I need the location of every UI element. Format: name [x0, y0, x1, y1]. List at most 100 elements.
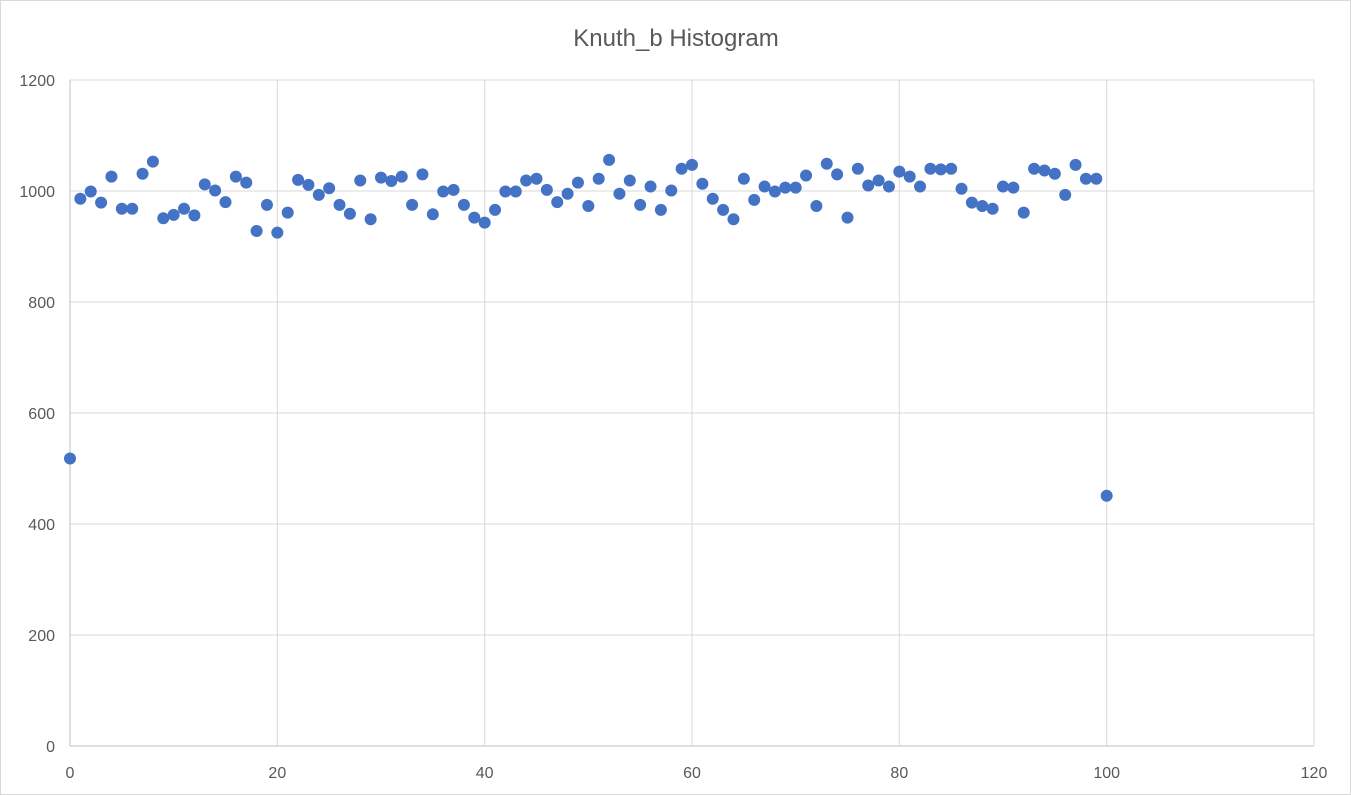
data-point — [717, 203, 730, 216]
data-point — [219, 196, 232, 209]
data-point — [665, 184, 678, 197]
data-point — [167, 208, 180, 221]
data-point — [613, 187, 626, 200]
data-point — [115, 202, 128, 215]
data-point — [178, 202, 191, 215]
data-point — [416, 168, 429, 181]
data-point — [292, 173, 305, 186]
data-point — [209, 184, 222, 197]
data-point — [457, 198, 470, 211]
data-point — [893, 165, 906, 178]
data-point — [997, 180, 1009, 193]
x-tick-label: 60 — [683, 765, 701, 782]
data-point — [727, 213, 740, 226]
data-point — [851, 162, 864, 175]
data-point — [395, 170, 408, 183]
data-point — [965, 196, 978, 209]
y-tick-label: 200 — [28, 628, 55, 645]
data-point — [1038, 164, 1051, 177]
y-tick-label: 1000 — [19, 184, 55, 201]
x-tick-label: 80 — [890, 765, 908, 782]
data-point — [779, 181, 792, 194]
data-point — [312, 188, 325, 201]
data-point — [229, 170, 242, 183]
data-point — [468, 211, 481, 224]
data-point — [768, 185, 781, 198]
x-tick-label: 100 — [1093, 765, 1120, 782]
data-point — [198, 178, 211, 191]
data-point — [675, 162, 688, 175]
data-point — [1090, 172, 1103, 185]
data-point — [789, 181, 802, 194]
data-point — [509, 185, 522, 198]
data-point — [924, 162, 937, 175]
data-point — [260, 198, 273, 211]
data-point — [105, 170, 118, 183]
data-point — [302, 178, 315, 191]
data-point — [1059, 188, 1072, 201]
data-point — [882, 180, 895, 193]
data-point — [1079, 172, 1092, 185]
data-point — [872, 174, 885, 187]
data-point — [157, 212, 170, 225]
chart-title: Knuth_b Histogram — [573, 25, 778, 52]
data-points — [64, 153, 1113, 502]
data-point — [644, 180, 657, 193]
data-point — [634, 198, 647, 211]
data-point — [426, 208, 439, 221]
data-point — [385, 175, 398, 188]
data-point — [1100, 489, 1113, 502]
data-point — [489, 203, 502, 216]
data-point — [240, 176, 253, 189]
data-point — [281, 206, 294, 219]
data-point — [706, 192, 719, 205]
data-point — [603, 153, 616, 166]
data-point — [1028, 162, 1041, 175]
data-point — [955, 182, 968, 195]
x-tick-label: 40 — [476, 765, 494, 782]
data-point — [748, 193, 761, 206]
data-point — [561, 187, 574, 200]
data-point — [737, 172, 750, 185]
data-point — [1007, 181, 1020, 194]
data-point — [126, 202, 139, 215]
data-point — [986, 202, 999, 215]
data-point — [188, 209, 201, 222]
data-point — [530, 172, 543, 185]
y-tick-label: 800 — [28, 295, 55, 312]
data-point — [271, 226, 284, 239]
data-point — [250, 224, 263, 237]
data-point — [375, 171, 387, 184]
data-point — [758, 180, 771, 193]
data-point — [976, 199, 989, 212]
data-point — [478, 216, 491, 229]
data-point — [333, 198, 346, 211]
data-point — [862, 179, 875, 192]
data-point — [406, 198, 419, 211]
data-point — [520, 174, 533, 187]
data-point — [810, 199, 823, 212]
tick-labels: 0 200 400 600 800 1000 1200 0 20 40 60 80 100 120 — [19, 73, 1327, 782]
data-point — [945, 162, 958, 175]
data-point — [323, 182, 336, 195]
data-point — [623, 174, 636, 187]
y-tick-label: 400 — [28, 517, 55, 534]
data-point — [1017, 206, 1030, 219]
data-point — [364, 213, 377, 226]
data-point — [1069, 158, 1082, 171]
data-point — [84, 185, 97, 198]
data-point — [136, 167, 149, 180]
data-point — [74, 192, 87, 205]
data-point — [437, 185, 450, 198]
data-point — [686, 158, 698, 171]
data-point — [800, 169, 813, 182]
y-tick-label: 0 — [46, 739, 55, 756]
data-point — [696, 177, 709, 190]
data-point — [64, 452, 76, 465]
data-point — [934, 163, 947, 176]
data-point — [903, 170, 916, 183]
x-tick-label: 0 — [66, 765, 75, 782]
data-point — [447, 183, 460, 196]
